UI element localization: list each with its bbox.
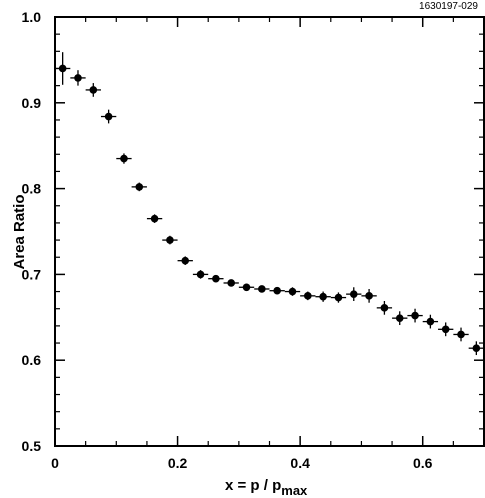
y-tick-label: 1.0 — [22, 9, 42, 25]
data-point — [258, 285, 266, 293]
figure-id-label: 1630197-029 — [419, 1, 478, 12]
data-point — [380, 304, 389, 312]
data-point — [319, 292, 327, 301]
data-point — [334, 293, 343, 302]
data-point — [457, 330, 465, 339]
y-tick-label: 0.9 — [22, 95, 42, 111]
data-point — [441, 325, 450, 334]
data-point — [227, 279, 235, 287]
data-point — [288, 287, 297, 296]
data-point — [181, 256, 190, 265]
data-point — [58, 64, 67, 73]
data-point — [365, 292, 373, 300]
x-tick-label: 0.2 — [168, 455, 188, 471]
y-tick-label: 0.7 — [22, 266, 42, 282]
x-tick-label: 0 — [51, 455, 59, 471]
data-point — [411, 311, 419, 320]
data-series — [55, 52, 484, 356]
data-point — [242, 283, 251, 292]
x-axis-label: x = p / pmax — [225, 477, 308, 498]
x-tick-label: 0.6 — [413, 455, 433, 471]
data-point — [349, 290, 358, 298]
data-point — [104, 112, 113, 121]
data-point — [89, 86, 98, 94]
data-point — [472, 344, 481, 352]
data-point — [273, 286, 281, 295]
data-point — [212, 274, 220, 283]
data-point — [135, 183, 144, 191]
data-point — [150, 214, 159, 223]
x-tick-label: 0.4 — [290, 455, 310, 471]
data-point — [395, 314, 404, 322]
data-point — [166, 236, 174, 244]
data-point — [426, 317, 435, 326]
x-axis-label-sub: max — [281, 483, 308, 498]
y-axis-label: Area Ratio — [11, 194, 28, 269]
data-point — [120, 154, 128, 163]
data-point — [304, 292, 312, 300]
data-point — [74, 74, 82, 82]
plot-area-frame — [54, 16, 485, 447]
y-tick-label: 0.6 — [22, 352, 42, 368]
data-point — [196, 270, 205, 279]
x-axis-label-main: x = p / p — [225, 477, 281, 494]
y-tick-label: 0.5 — [22, 438, 42, 454]
axis-ticks: 0 0.2 0.4 0.6 0.5 0.6 0.7 0.8 0.9 1.0 — [22, 9, 484, 471]
y-tick-label: 0.8 — [22, 181, 42, 197]
